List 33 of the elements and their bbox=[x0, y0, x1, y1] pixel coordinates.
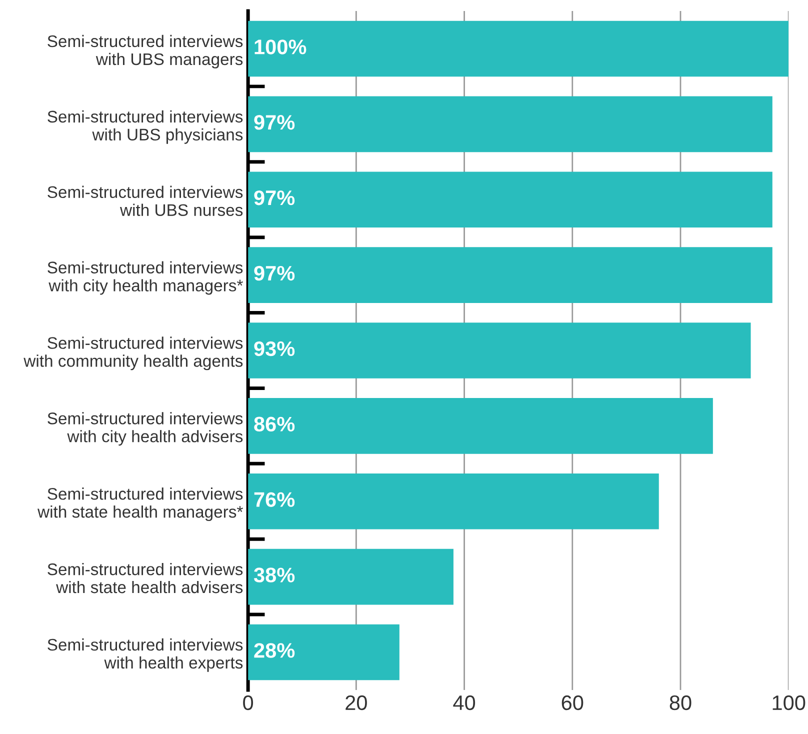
data-label: 97% bbox=[254, 115, 295, 130]
y-tick-label: Semi-structured interviews with UBS nurses bbox=[48, 186, 243, 216]
data-label: 100% bbox=[254, 40, 306, 54]
bar bbox=[248, 548, 454, 605]
data-label: 76% bbox=[254, 492, 295, 507]
data-label: 38% bbox=[254, 568, 295, 582]
x-tick-label: 80 bbox=[670, 695, 692, 710]
data-label: 97% bbox=[254, 190, 295, 206]
y-tick-label: Semi-structured interviews with state health advisers bbox=[48, 562, 243, 594]
bar bbox=[248, 247, 772, 303]
bar bbox=[248, 398, 713, 454]
bar bbox=[248, 624, 400, 680]
bar bbox=[248, 473, 659, 530]
y-tick-label: Semi-structured interviews with UBS managers bbox=[48, 34, 243, 68]
x-tick-label: 100 bbox=[772, 695, 806, 710]
y-tick-label: Semi-structured interviews with city health managers* bbox=[48, 261, 243, 295]
bar bbox=[248, 172, 772, 228]
bar bbox=[248, 96, 772, 152]
y-tick-label: Semi-structured interviews with state health managers* bbox=[38, 488, 243, 522]
x-tick-label: 0 bbox=[243, 695, 254, 710]
y-tick-label: Semi-structured interviews with UBS physicians bbox=[48, 110, 243, 144]
bar bbox=[248, 20, 789, 77]
data-label: 86% bbox=[254, 416, 295, 432]
y-tick-label: Semi-structured interviews with city health advisers bbox=[48, 412, 243, 446]
y-tick-label: Semi-structured interviews with health experts bbox=[48, 638, 243, 672]
x-tick-label: 40 bbox=[453, 695, 476, 710]
bar bbox=[248, 322, 751, 378]
x-tick-label: 20 bbox=[346, 695, 367, 710]
y-tick-label: Semi-structured interviews with community health agents bbox=[24, 336, 243, 370]
data-label: 28% bbox=[254, 643, 295, 658]
data-label: 97% bbox=[254, 266, 295, 281]
x-tick-label: 60 bbox=[562, 695, 584, 710]
data-label: 93% bbox=[254, 341, 295, 356]
